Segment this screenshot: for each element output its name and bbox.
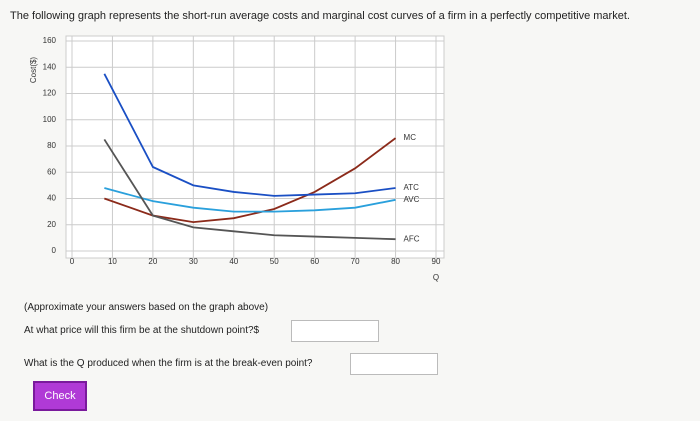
y-tick-label: 160	[43, 36, 57, 45]
curve	[103, 138, 396, 241]
y-tick-label: 100	[43, 115, 57, 124]
question-1: At what price will this firm be at the s…	[24, 325, 260, 336]
x-tick-label: 30	[189, 257, 198, 266]
answer-input-2[interactable]	[350, 353, 438, 375]
curve-label: AFC	[404, 234, 420, 243]
plot-area	[65, 35, 445, 259]
question-text: The following graph represents the short…	[10, 10, 630, 22]
x-tick-label: 70	[351, 257, 360, 266]
y-axis-label: Cost($)	[29, 57, 38, 84]
answer-input-1[interactable]	[291, 320, 379, 342]
y-tick-label: 140	[43, 62, 57, 71]
curve-label: MC	[404, 133, 417, 142]
curve	[104, 187, 396, 213]
x-tick-label: 10	[108, 257, 117, 266]
x-tick-label: 90	[432, 257, 441, 266]
y-tick-label: 0	[52, 246, 57, 255]
curve-label: AVC	[404, 195, 420, 204]
y-tick-label: 60	[47, 167, 56, 176]
question-2: What is the Q produced when the firm is …	[24, 358, 313, 369]
x-tick-label: 50	[270, 257, 279, 266]
x-tick-label: 20	[148, 257, 157, 266]
instructions: (Approximate your answers based on the g…	[24, 302, 269, 313]
y-tick-label: 40	[47, 194, 56, 203]
y-tick-label: 20	[47, 220, 56, 229]
x-axis-label: Q	[433, 273, 439, 282]
x-tick-label: 60	[310, 257, 319, 266]
curve	[103, 73, 396, 197]
x-tick-label: 0	[70, 257, 75, 266]
x-tick-label: 40	[229, 257, 238, 266]
chart: 0 20 40 60 80 100 120 140 160 0 10 20 30 40 50 60 70 80 90…	[29, 35, 445, 282]
check-button[interactable]: Check	[33, 381, 87, 411]
y-tick-label: 80	[47, 141, 56, 150]
x-tick-label: 80	[391, 257, 400, 266]
curve-label: ATC	[404, 183, 420, 192]
y-tick-label: 120	[43, 89, 57, 98]
